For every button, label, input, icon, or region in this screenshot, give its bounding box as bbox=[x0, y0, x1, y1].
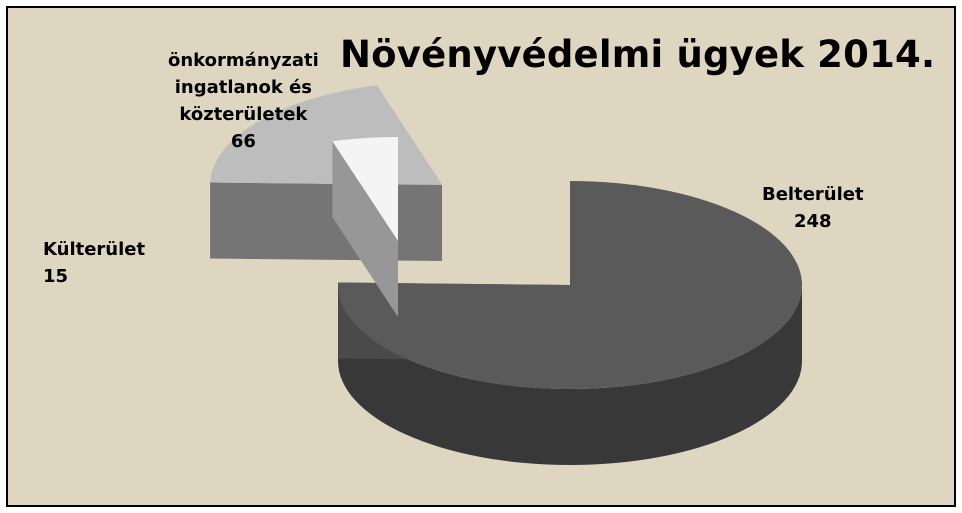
slice-name-onkormanyzati-line-1: önkormányzati bbox=[168, 50, 319, 71]
slice-value-belterulet: 248 bbox=[794, 211, 832, 232]
slice-name-kulterulet: Külterület bbox=[43, 239, 146, 260]
slice-label-onkormanyzati: önkormányzati ingatlanok és közterületek… bbox=[168, 47, 319, 155]
slice-top-külterület bbox=[332, 137, 398, 241]
chart-title: Növényvédelmi ügyek 2014. bbox=[340, 33, 936, 76]
slice-name-onkormanyzati-line-3: közterületek bbox=[179, 104, 308, 125]
slice-value-kulterulet: 15 bbox=[43, 266, 69, 287]
slice-külterület bbox=[332, 137, 398, 317]
slice-name-belterulet: Belterület bbox=[762, 184, 864, 205]
slice-label-kulterulet: Külterület 15 bbox=[43, 236, 145, 290]
slice-value-onkormanyzati: 66 bbox=[230, 131, 256, 152]
slice-name-onkormanyzati-line-2: ingatlanok és bbox=[174, 77, 313, 98]
slice-wall-külterület bbox=[332, 141, 398, 317]
slice-side-belterület bbox=[338, 285, 802, 465]
slice-top-belterület bbox=[338, 181, 802, 389]
slice-label-belterulet: Belterület 248 bbox=[762, 181, 864, 235]
